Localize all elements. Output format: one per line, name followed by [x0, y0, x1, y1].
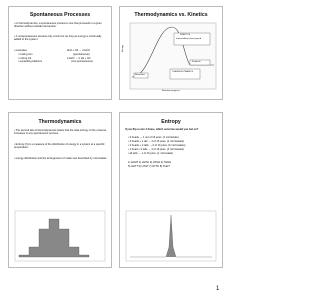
equation-note: (non-spontaneous)	[71, 60, 93, 63]
bullet: 3 heads + 1 tail → 4 of 16 poss. (4 micr…	[128, 140, 184, 143]
slide: Thermodynamics vs. Kinetics KINETICS int…	[119, 6, 223, 100]
slide-title: Entropy	[161, 119, 181, 125]
energy-diagram	[129, 22, 217, 90]
equation: 2 H2O → 2 H2 + O2	[67, 56, 91, 60]
sub-bullet: mixing ink	[18, 57, 32, 60]
slide: Spontaneous Processes In thermodynamics,…	[8, 6, 112, 100]
bullet: all tails → 1 of 16 poss. (1 microstate)	[128, 152, 173, 155]
bullet: A nonspontaneous process only occurs for…	[14, 35, 108, 41]
axis-label: Energy	[122, 45, 124, 52]
diagram-label: Reactants	[135, 74, 145, 76]
page: {"slides": [ {"title": "Spontaneous Proc…	[0, 0, 231, 300]
diagram-label: KINETICS	[180, 34, 191, 36]
microstates: 1) HHHT 2) HHTH 3) HTHH 4) THHH	[128, 161, 171, 164]
bullet: In thermodynamics, a spontaneous process…	[14, 22, 108, 28]
bullet: 1 head + 3 tails → 4 of 16 poss. (4 micr…	[128, 148, 184, 151]
slide: Entropy If you flip a coin 4 times, whic…	[119, 112, 223, 268]
microstates: 5) HHTT 6) HTHT 7) HTTH 8) THHT	[128, 165, 170, 168]
bullet: 2 heads + 2 tails → 6 of 16 poss. (6 mic…	[128, 144, 186, 147]
slide-title: Thermodynamics vs. Kinetics	[134, 12, 208, 18]
bullet: energy distribution and the arrangement …	[14, 157, 108, 160]
slide: Thermodynamics The second law of thermod…	[8, 112, 112, 268]
diagram-label: intermediate (slow) speed	[176, 38, 202, 40]
sub-bullet: rusting iron	[18, 53, 33, 56]
bullet: Entropy (S) is a measure of the distribu…	[14, 143, 108, 149]
sub-bullet: expanding balloons	[18, 60, 42, 63]
diagram-label: THERMODYNAMICS	[172, 71, 194, 73]
diagram-label: Products	[192, 61, 201, 63]
histogram-picture	[14, 210, 106, 262]
equation-note: (spontaneous)	[73, 52, 90, 56]
equation: 2H2 + O2 → 2 H2O	[67, 49, 90, 52]
slide-title: Thermodynamics	[38, 119, 82, 125]
bullet: The second law of thermodynamics states …	[14, 129, 108, 135]
bullet: 4 heads → 1 out of 16 poss. (1 microstat…	[128, 136, 179, 139]
slide-title: Spontaneous Processes	[29, 12, 91, 18]
page-number: 1	[216, 286, 220, 292]
axis-label: Reaction progress	[162, 90, 180, 92]
bullet: examples	[14, 49, 27, 52]
question: If you flip a coin 4 times, which outcom…	[125, 128, 199, 131]
distribution-picture	[125, 210, 217, 262]
